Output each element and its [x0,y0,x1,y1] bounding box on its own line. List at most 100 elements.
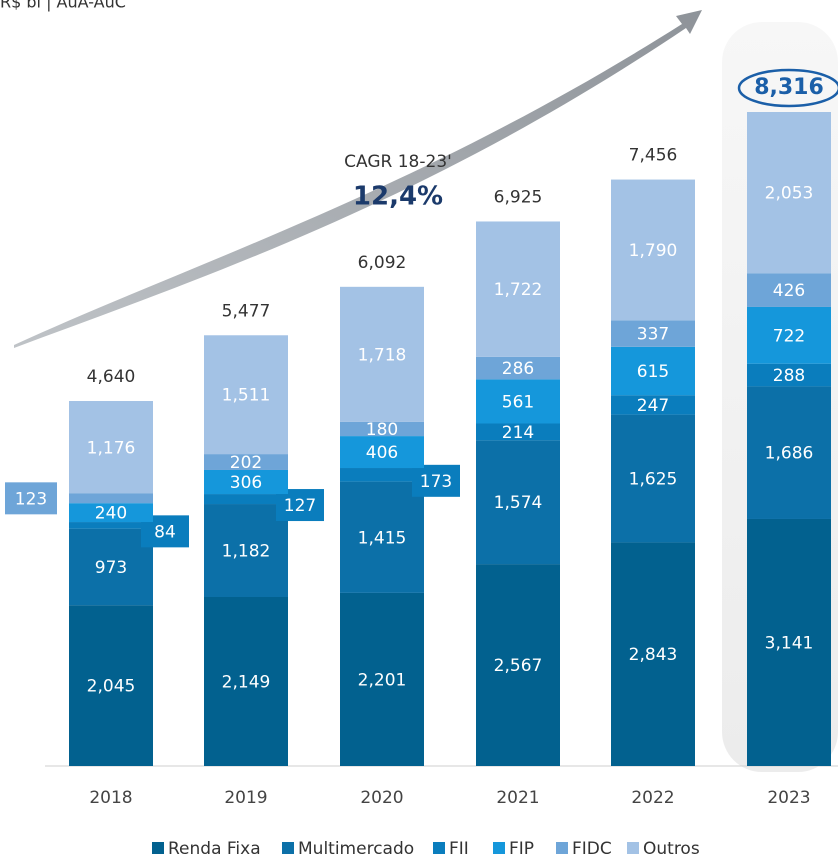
data-label: 1,722 [494,280,543,300]
data-label: 1,511 [222,386,271,406]
data-label: 214 [502,423,534,443]
bar-segment [204,504,288,597]
data-label: 2,045 [87,677,136,697]
data-label: 240 [95,504,127,524]
cagr-value: 12,4% [353,182,443,212]
bar-segment [340,481,424,593]
bar-segment [747,306,831,364]
total-label: 6,092 [358,253,407,273]
data-label: 123 [15,489,47,509]
data-label: 127 [284,496,316,516]
legend-swatch [556,842,568,854]
bar-segment [340,286,424,422]
data-label: 1,176 [87,438,136,458]
total-label: 7,456 [629,146,678,166]
bar-segment [747,518,831,766]
bar-segment [69,493,153,504]
data-label: 288 [773,366,805,386]
bar-segment [69,401,153,494]
data-label: 561 [502,392,534,412]
bar-segment [204,596,288,766]
data-label: 2,567 [494,656,543,676]
bar-segment [340,421,424,437]
bar-segment [747,273,831,307]
legend-label: FII [449,839,469,858]
legend-swatch [152,842,164,854]
legend-swatch [627,842,639,854]
data-label: 1,625 [629,470,678,490]
x-tick-label: 2022 [631,788,674,808]
data-label: 406 [366,443,398,463]
data-label: 2,201 [358,670,407,690]
data-label: 722 [773,326,805,346]
data-label: 2,149 [222,672,271,692]
data-label: 286 [502,359,534,379]
legend-label: Outros [643,839,700,858]
data-label: 973 [95,558,127,578]
data-label: 337 [637,325,669,345]
data-label: 306 [230,473,262,493]
legend-swatch [282,842,294,854]
label-box [5,482,57,515]
data-label: 173 [420,472,452,492]
legend-label: FIP [509,839,534,858]
data-label: 426 [773,281,805,301]
bar-segment [204,454,288,470]
data-label: 3,141 [765,633,814,653]
bar-segment [611,179,695,321]
bar-segment [611,395,695,415]
bar-segment [476,221,560,357]
bar-segment [747,386,831,519]
bar-segment [476,423,560,441]
legend-label: Renda Fixa [168,839,261,858]
data-label: 202 [230,453,262,473]
bar-segment [611,346,695,396]
x-tick-label: 2018 [89,788,132,808]
x-tick-label: 2020 [360,788,403,808]
x-tick-label: 2021 [496,788,539,808]
subtitle: R$ bi | AuA-AuC [0,0,126,12]
data-label: 1,574 [494,493,543,513]
total-label: 8,316 [754,75,824,100]
bar-segment [69,605,153,766]
label-box [276,489,324,522]
data-label: 1,718 [358,345,407,365]
bar-segment [69,528,153,606]
legend-swatch [433,842,445,854]
bar-segment [611,542,695,766]
data-label: 1,790 [629,241,678,261]
legend-swatch [493,842,505,854]
bar-segment [340,436,424,469]
data-label: 247 [637,396,669,416]
data-label: 615 [637,362,669,382]
bar-segment [747,363,831,387]
bar-segment [340,592,424,766]
bar-segment [611,414,695,543]
total-highlight [737,68,838,108]
legend-label: FIDC [572,839,612,858]
total-label: 5,477 [222,301,271,321]
data-label: 2,053 [765,184,814,204]
bar-segment [204,469,288,495]
bar-segment [69,503,153,523]
bar-segment [476,379,560,424]
bar-segment [476,440,560,565]
bar-segment [476,564,560,766]
bar-segment [69,522,153,529]
bar-segment [204,335,288,455]
legend-label: Multimercado [298,839,414,858]
total-label: 6,925 [494,187,543,207]
data-label: 1,182 [222,542,271,562]
bar-segment [476,356,560,380]
bar-segment [204,494,288,505]
bar-segment [611,320,695,347]
plot: 2,045 973 84 240 123 1,176 4,640 2018 2,149 1,182… [5,68,838,858]
bar-segment [747,112,831,274]
label-box [412,464,460,497]
cagr-label: CAGR 18-23' [344,152,452,172]
x-tick-label: 2023 [767,788,810,808]
data-label: 84 [154,522,176,542]
total-label: 4,640 [87,367,136,387]
data-label: 180 [366,420,398,440]
